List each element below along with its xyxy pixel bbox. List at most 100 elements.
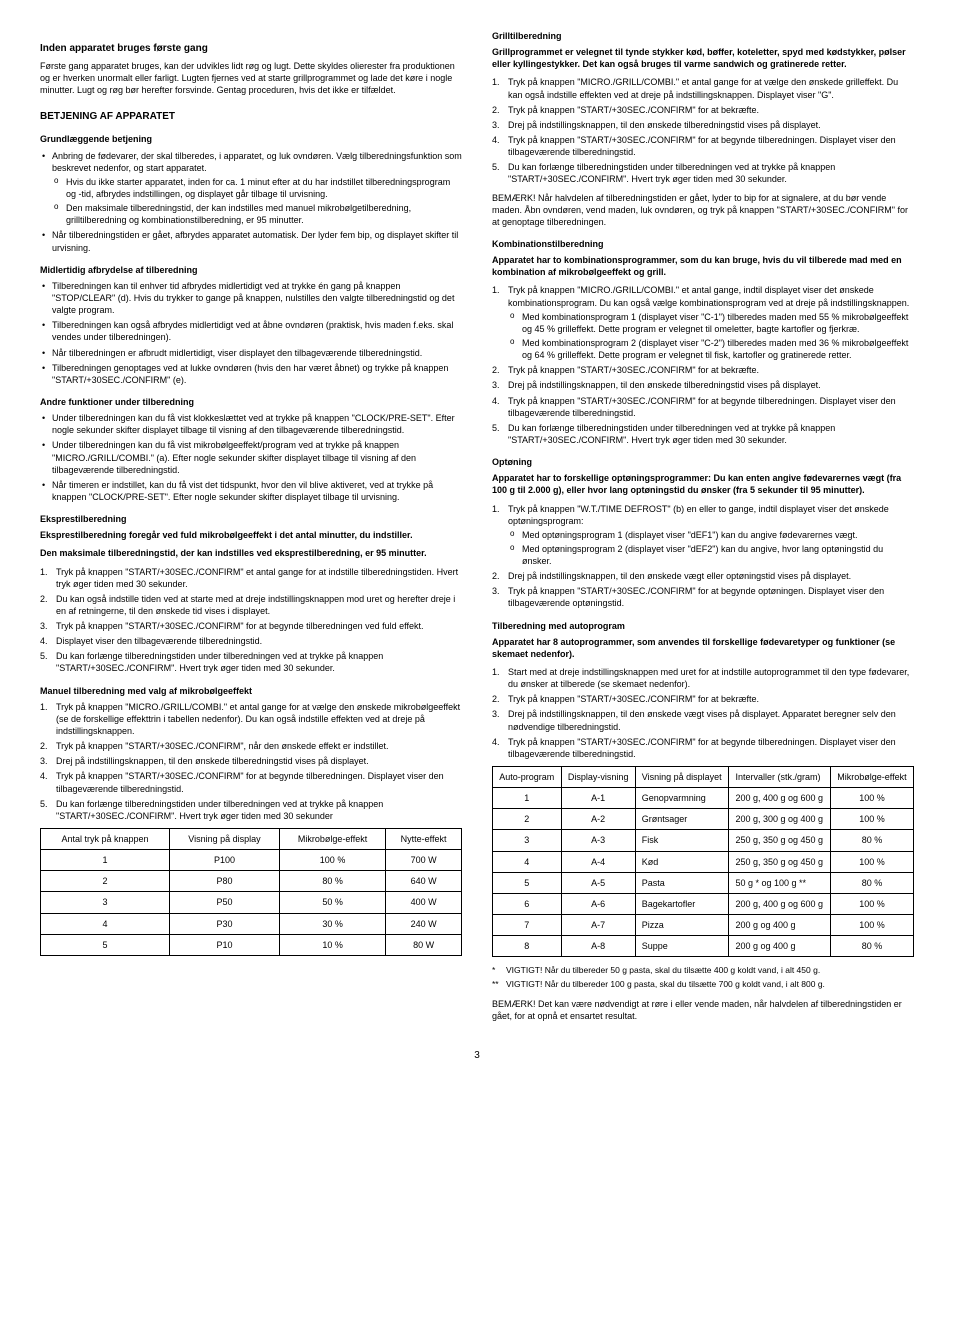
int-b2: Tilberedningen kan også afbrydes midlert… [40,319,462,343]
table-cell: 6 [493,893,562,914]
exp-3: Tryk på knappen "START/+30SEC./CONFIRM" … [40,620,462,632]
table-row: 6A-6Bagekartofler200 g, 400 g og 600 g10… [493,893,914,914]
table-cell: 30 % [280,913,386,934]
table-row: 5A-5Pasta50 g * og 100 g **80 % [493,872,914,893]
man-3: Drej på indstillingsknappen, til den øns… [40,755,462,767]
combi-3: Drej på indstillingsknappen, til den øns… [492,379,914,391]
table-header: Nytte-effekt [386,829,462,850]
table-row: 2P8080 %640 W [41,871,462,892]
oth-b3: Når timeren er indstillet, kan du få vis… [40,479,462,503]
man-5: Du kan forlænge tilberedningstiden under… [40,798,462,822]
heading-defrost: Optøning [492,456,914,468]
heading-basic: Grundlæggende betjening [40,133,462,145]
table-cell: A-3 [561,830,635,851]
table-cell: 250 g, 350 g og 450 g [729,851,830,872]
combi-5: Du kan forlænge tilberedningstiden under… [492,422,914,446]
table-cell: Bagekartofler [635,893,729,914]
table-row: 2A-2Grøntsager200 g, 300 g og 400 g100 % [493,809,914,830]
grill-4: Tryk på knappen "START/+30SEC./CONFIRM" … [492,134,914,158]
table-cell: Suppe [635,936,729,957]
def-1-s1: Med optøningsprogram 1 (displayet viser … [508,529,914,541]
man-1: Tryk på knappen "MICRO./GRILL/COMBI." et… [40,701,462,737]
table-cell: 5 [41,934,170,955]
basic-sub-1: Hvis du ikke starter apparatet, inden fo… [52,176,462,200]
page-number: 3 [40,1049,914,1063]
table-cell: 2 [493,809,562,830]
grill-1: Tryk på knappen "MICRO./GRILL/COMBI." et… [492,76,914,100]
table-cell: 100 % [280,850,386,871]
table-cell: 250 g, 350 g og 450 g [729,830,830,851]
table-cell: A-4 [561,851,635,872]
int-b1: Tilberedningen kan til enhver tid afbryd… [40,280,462,316]
table-cell: 100 % [830,851,913,872]
table-cell: 1 [41,850,170,871]
auto-4: Tryk på knappen "START/+30SEC./CONFIRM" … [492,736,914,760]
left-column: Inden apparatet bruges første gang Først… [40,30,462,1029]
footnote-1: * VIGTIGT! Når du tilbereder 50 g pasta,… [492,965,914,976]
table-cell: 200 g, 400 g og 600 g [729,893,830,914]
auto-1: Start med at dreje indstillingsknappen m… [492,666,914,690]
table-cell: Genopvarmning [635,788,729,809]
table-header: Visning på displayet [635,767,729,788]
def-2: Drej på indstillingsknappen, til den øns… [492,570,914,582]
table-row: 4P3030 %240 W [41,913,462,934]
table-cell: 3 [41,892,170,913]
table-row: 7A-7Pizza200 g og 400 g100 % [493,915,914,936]
table-cell: 50 % [280,892,386,913]
man-2: Tryk på knappen "START/+30SEC./CONFIRM",… [40,740,462,752]
table-cell: 200 g og 400 g [729,936,830,957]
man-4: Tryk på knappen "START/+30SEC./CONFIRM" … [40,770,462,794]
heading-operate: BETJENING AF APPARATET [40,110,462,124]
table-cell: 80 % [830,872,913,893]
table-row: 4A-4Kød250 g, 350 g og 450 g100 % [493,851,914,872]
table-cell: 7 [493,915,562,936]
int-b3: Når tilberedningen er afbrudt midlertidi… [40,347,462,359]
table-row: 3P5050 %400 W [41,892,462,913]
table-header: Visning på display [169,829,279,850]
auto-intro: Apparatet har 8 autoprogrammer, som anve… [492,636,914,660]
grill-note: BEMÆRK! Når halvdelen af tilberedningsti… [492,192,914,228]
basic-bullet-1: Anbring de fødevarer, der skal tilberede… [40,150,462,227]
heading-manual: Manuel tilberedning med valg af mikrobøl… [40,685,462,697]
table-row: 8A-8Suppe200 g og 400 g80 % [493,936,914,957]
table-cell: A-5 [561,872,635,893]
combi-1-s2: Med kombinationsprogram 2 (displayet vis… [508,337,914,361]
table-cell: Pizza [635,915,729,936]
table-cell: 200 g, 400 g og 600 g [729,788,830,809]
table-header: Antal tryk på knappen [41,829,170,850]
table-row: 5P1010 %80 W [41,934,462,955]
exp-5: Du kan forlænge tilberedningstiden under… [40,650,462,674]
table-row: 1A-1Genopvarmning200 g, 400 g og 600 g10… [493,788,914,809]
def-1: Tryk på knappen "W.T./TIME DEFROST" (b) … [492,503,914,568]
table-cell: 640 W [386,871,462,892]
express-p1: Eksprestilberedning foregår ved fuld mik… [40,529,462,541]
heading-express: Eksprestilberedning [40,513,462,525]
table-cell: 700 W [386,850,462,871]
table-row: 3A-3Fisk250 g, 350 g og 450 g80 % [493,830,914,851]
table-cell: Pasta [635,872,729,893]
table-cell: 50 g * og 100 g ** [729,872,830,893]
right-column: Grilltilberedning Grillprogrammet er vel… [492,30,914,1029]
int-b4: Tilberedningen genoptages ved at lukke o… [40,362,462,386]
heading-other: Andre funktioner under tilberedning [40,396,462,408]
table-header: Auto-program [493,767,562,788]
table-cell: 3 [493,830,562,851]
table-cell: 2 [41,871,170,892]
table-cell: Kød [635,851,729,872]
oth-b2: Under tilberedningen kan du få vist mikr… [40,439,462,475]
table-cell: 100 % [830,893,913,914]
table-cell: 100 % [830,809,913,830]
table-cell: P80 [169,871,279,892]
combi-1: Tryk på knappen "MICRO./GRILL/COMBI." et… [492,284,914,361]
exp-2: Du kan også indstille tiden ved at start… [40,593,462,617]
combi-2: Tryk på knappen "START/+30SEC./CONFIRM" … [492,364,914,376]
para-firstuse: Første gang apparatet bruges, kan der ud… [40,60,462,96]
table-cell: Grøntsager [635,809,729,830]
table-cell: 200 g og 400 g [729,915,830,936]
combi-4: Tryk på knappen "START/+30SEC./CONFIRM" … [492,395,914,419]
table-cell: A-7 [561,915,635,936]
heading-auto: Tilberedning med autoprogram [492,620,914,632]
basic-sub-2: Den maksimale tilberedningstid, der kan … [52,202,462,226]
table-cell: Fisk [635,830,729,851]
table-cell: 80 % [830,830,913,851]
